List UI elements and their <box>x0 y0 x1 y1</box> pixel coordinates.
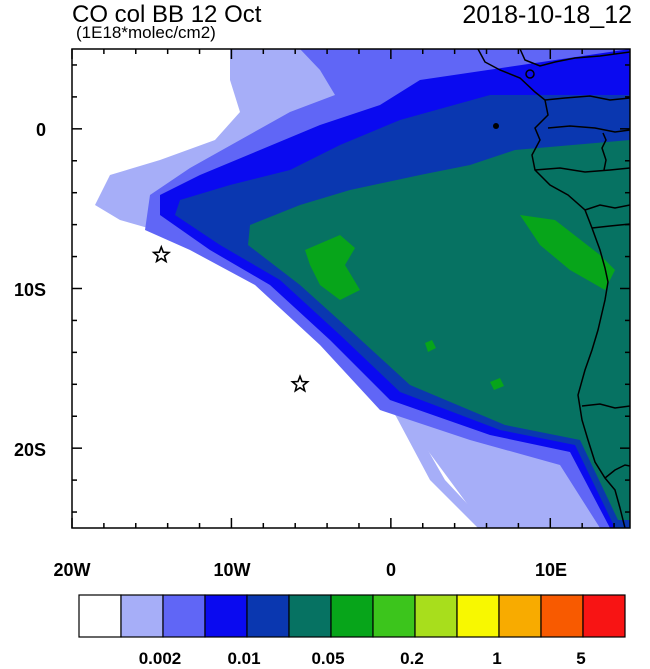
x-tick-label: 10W <box>213 560 251 580</box>
x-tick-label: 20W <box>53 560 91 580</box>
colorbar-label: 0.01 <box>227 649 261 668</box>
star-icon <box>290 374 310 393</box>
x-tick-label: 0 <box>385 560 396 580</box>
units-subtitle: (1E18*molec/cm2) <box>76 23 216 42</box>
colorbar-swatch <box>372 594 416 638</box>
contour-0-002-strip <box>390 405 490 528</box>
coastline <box>477 49 630 528</box>
marker-layer <box>151 244 310 393</box>
star-icon <box>151 244 172 264</box>
colorbar-label: 0.2 <box>400 649 424 668</box>
valid-datetime: 2018-10-18_12 <box>462 1 632 29</box>
colorbar-swatch <box>288 594 332 638</box>
axis-ticks <box>71 49 630 528</box>
colorbar-swatch <box>120 594 164 638</box>
colorbar-label: 5 <box>576 649 586 668</box>
colorbar-swatch <box>78 594 122 638</box>
contour-0-1-patch <box>425 340 436 352</box>
colorbar-label: 0.05 <box>311 649 345 668</box>
map-title: CO col BB 12 Oct <box>72 1 262 28</box>
co-concentration-field <box>95 49 630 528</box>
x-tick-label: 10E <box>534 560 568 580</box>
colorbar-swatch <box>246 594 290 638</box>
y-tick-label: 20S <box>13 440 46 460</box>
y-tick-label: 10S <box>13 280 46 300</box>
colorbar-swatch <box>204 594 248 638</box>
island-dot <box>493 123 499 129</box>
colorbar-swatch <box>540 594 584 638</box>
colorbar-swatch <box>162 594 206 638</box>
colorbar <box>78 594 626 638</box>
colorbar-swatch <box>498 594 542 638</box>
colorbar-swatch <box>414 594 458 638</box>
colorbar-label: 1 <box>492 649 502 668</box>
colorbar-swatch <box>456 594 500 638</box>
colorbar-swatch <box>582 594 626 638</box>
colorbar-label: 0.002 <box>138 649 182 668</box>
contour-0-1-patch <box>305 235 360 300</box>
y-tick-label: 0 <box>35 120 46 140</box>
contour-0-1-patch <box>490 378 504 390</box>
contour-0-1-patch <box>520 215 615 290</box>
colorbar-swatch <box>330 594 374 638</box>
